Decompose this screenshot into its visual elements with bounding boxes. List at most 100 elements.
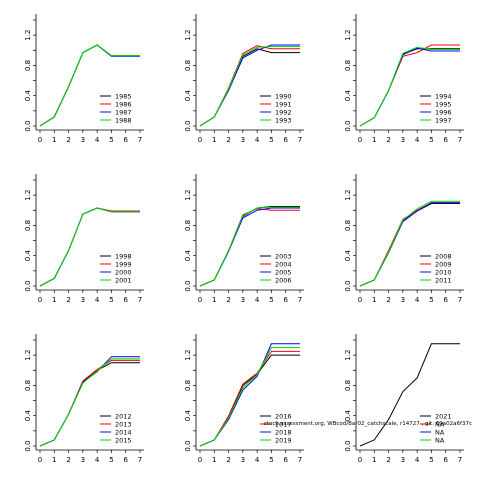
y-tick-label: 0.0	[184, 120, 192, 131]
y-tick-label: 0.0	[24, 120, 32, 131]
y-tick-label: 0.4	[184, 250, 192, 262]
legend-label: 1994	[435, 92, 452, 100]
x-tick-label: 2	[386, 136, 390, 144]
legend-label: 1998	[115, 252, 132, 260]
x-tick-label: 1	[372, 456, 376, 464]
legend-label: NA	[435, 428, 445, 436]
x-tick-label: 0	[358, 296, 362, 304]
x-tick-label: 2	[226, 456, 230, 464]
x-tick-label: 2	[386, 456, 390, 464]
x-tick-label: 7	[298, 296, 302, 304]
legend-label: 1993	[275, 116, 292, 124]
y-tick-label: 0.4	[344, 90, 352, 102]
legend-label: 1991	[275, 100, 292, 108]
x-tick-label: 0	[358, 136, 362, 144]
x-tick-label: 4	[415, 456, 420, 464]
y-tick-label: 0.8	[344, 380, 352, 391]
legend-label: 2004	[275, 260, 292, 268]
x-tick-label: 5	[109, 456, 113, 464]
y-tick-label: 0.8	[24, 60, 32, 71]
y-tick-label: 0.0	[344, 280, 352, 291]
series-line-1993	[199, 46, 300, 127]
y-tick-label: 0.0	[184, 280, 192, 291]
legend-label: 2003	[275, 252, 292, 260]
x-tick-label: 1	[212, 136, 216, 144]
y-tick-label: 0.8	[344, 220, 352, 231]
y-tick-label: 1.2	[344, 30, 352, 41]
x-tick-label: 1	[52, 456, 56, 464]
legend-label: 1985	[115, 92, 132, 100]
y-tick-label: 0.8	[24, 380, 32, 391]
x-tick-label: 6	[443, 456, 448, 464]
series-line-1997	[359, 46, 460, 127]
x-tick-label: 1	[52, 136, 56, 144]
x-tick-label: 0	[198, 296, 202, 304]
x-tick-label: 5	[429, 136, 433, 144]
y-tick-label: 0.4	[184, 410, 192, 422]
y-tick-label: 0.8	[184, 60, 192, 71]
x-tick-label: 3	[401, 136, 405, 144]
source-annotation: stock.assessment.org, WBcod/Bar02_catchs…	[264, 421, 472, 427]
series-line-2001	[39, 207, 140, 287]
x-tick-label: 7	[298, 136, 302, 144]
x-tick-label: 4	[255, 136, 260, 144]
y-tick-label: 0.4	[24, 90, 32, 102]
y-tick-label: 0.8	[344, 60, 352, 71]
x-tick-label: 7	[458, 296, 462, 304]
x-tick-label: 5	[429, 296, 433, 304]
legend-label: 2017	[275, 420, 292, 428]
x-tick-label: 0	[38, 456, 42, 464]
legend-label: 1999	[115, 260, 132, 268]
legend-label: 1995	[435, 100, 452, 108]
x-tick-label: 3	[81, 136, 85, 144]
x-tick-label: 5	[109, 296, 113, 304]
series-line-2021	[359, 343, 460, 447]
y-tick-label: 1.2	[24, 350, 32, 361]
x-tick-label: 5	[269, 456, 273, 464]
legend-label: 1987	[115, 108, 132, 116]
x-tick-label: 6	[443, 296, 448, 304]
y-tick-label: 0.0	[24, 280, 32, 291]
x-tick-label: 4	[95, 456, 100, 464]
legend-label: 2005	[275, 268, 292, 276]
y-tick-label: 1.2	[184, 30, 192, 41]
y-tick-label: 1.2	[344, 350, 352, 361]
x-tick-label: 2	[66, 136, 70, 144]
legend-label: 2008	[435, 252, 452, 260]
x-tick-label: 0	[358, 456, 362, 464]
x-tick-label: 2	[66, 296, 70, 304]
y-tick-label: 1.2	[344, 190, 352, 201]
x-tick-label: 3	[81, 456, 85, 464]
x-tick-label: 2	[66, 456, 70, 464]
x-tick-label: 5	[269, 296, 273, 304]
series-line-2015	[39, 358, 140, 447]
x-tick-label: 4	[95, 136, 100, 144]
y-tick-label: 1.2	[184, 350, 192, 361]
y-tick-label: 0.8	[24, 220, 32, 231]
x-tick-label: 3	[81, 296, 85, 304]
legend-label: 1990	[275, 92, 292, 100]
y-tick-label: 0.0	[344, 440, 352, 451]
legend-label: 2016	[275, 412, 292, 420]
x-tick-label: 6	[283, 296, 288, 304]
x-tick-label: 4	[415, 296, 420, 304]
x-tick-label: 3	[241, 456, 245, 464]
x-tick-label: 0	[38, 296, 42, 304]
x-tick-label: 4	[255, 456, 260, 464]
x-tick-label: 2	[386, 296, 390, 304]
series-line-2011	[359, 200, 460, 287]
legend-label: 2006	[275, 276, 292, 284]
y-tick-label: 1.2	[184, 190, 192, 201]
y-tick-label: 0.8	[184, 380, 192, 391]
legend-label: 2012	[115, 412, 132, 420]
y-tick-label: 0.4	[24, 250, 32, 262]
legend-label: 2009	[435, 260, 452, 268]
y-tick-label: 0.0	[184, 440, 192, 451]
legend-label: 1992	[275, 108, 292, 116]
legend-label: 2001	[115, 276, 132, 284]
legend-label: NA	[435, 420, 445, 428]
